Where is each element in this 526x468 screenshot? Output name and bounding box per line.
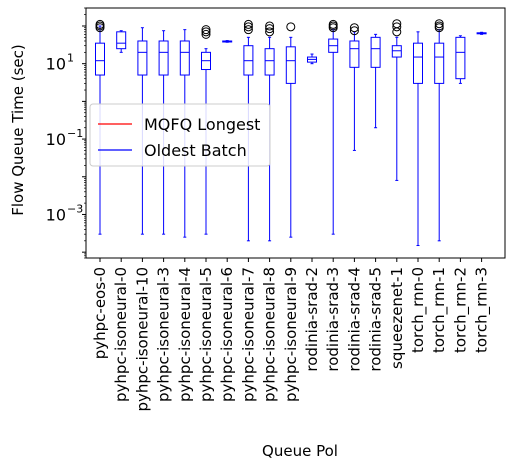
x-tick-label: pyhpc-isoneural-3	[155, 267, 173, 402]
y-tick-exponent: −1	[67, 127, 83, 140]
x-tick-label: pyhpc-isoneural-8	[261, 267, 279, 402]
iqr-box	[285, 46, 296, 84]
x-tick-label: torch_rnn-0	[409, 267, 428, 353]
iqr-box	[158, 40, 169, 76]
y-tick-label: 10	[46, 205, 66, 224]
iqr-box	[413, 42, 423, 84]
legend-frame	[89, 103, 271, 167]
iqr-box	[349, 40, 360, 68]
plot-frame	[85, 7, 506, 259]
y-axis-label: Flow Queue Time (sec)	[9, 44, 27, 216]
box-rodinia-srad-4	[349, 23, 360, 151]
flier-point	[95, 19, 105, 29]
iqr-box	[455, 36, 466, 80]
plot-area	[85, 7, 506, 259]
y-tick-exponent: −3	[67, 202, 83, 215]
x-tick-label: torch_rnn-1	[430, 267, 449, 353]
x-tick-label: squeezenet-1	[388, 267, 406, 369]
x-tick-label: pyhpc-isoneural-9	[282, 267, 300, 402]
x-tick-label: rodinia-srad-5	[367, 267, 385, 372]
box-rodinia-srad-3	[328, 19, 339, 235]
box-pyhpc-isoneural-0	[116, 30, 127, 53]
flier-point	[392, 19, 402, 29]
flier-point	[286, 22, 296, 32]
box-torch_rnn-0	[413, 31, 423, 247]
iqr-box	[264, 48, 275, 76]
flier-point	[434, 19, 444, 29]
x-ticks: pyhpc-eos-0 pyhpc-isoneural-0 pyhpc-isoneu…	[91, 258, 492, 412]
iqr-box	[179, 40, 190, 76]
box-torch_rnn-3	[476, 31, 487, 35]
box-torch_rnn-2	[455, 35, 466, 84]
x-tick-label: pyhpc-eos-0	[91, 267, 109, 359]
legend: MQFQ Longest Oldest Batch	[89, 103, 271, 167]
x-tick-label: torch_rnn-3	[473, 267, 492, 353]
x-tick-label: torch_rnn-2	[451, 267, 470, 353]
x-tick-label: rodinia-srad-3	[324, 267, 342, 372]
y-tick-label: 10	[46, 130, 66, 149]
flier-point	[243, 25, 253, 35]
x-tick-label: rodinia-srad-2	[303, 267, 321, 372]
iqr-box	[370, 36, 381, 68]
x-tick-label: pyhpc-isoneural-7	[239, 267, 257, 402]
flier-point	[243, 19, 253, 29]
flier-point	[201, 25, 211, 35]
flier-point	[349, 23, 359, 33]
y-tick-label: 10	[46, 55, 66, 74]
legend-label-mqfq-longest: MQFQ Longest	[144, 115, 260, 134]
box-torch_rnn-1	[434, 19, 445, 242]
x-tick-label: rodinia-srad-4	[345, 267, 363, 372]
flier-point	[392, 22, 402, 32]
flier-point	[328, 19, 338, 29]
iqr-box	[391, 45, 402, 58]
x-tick-label: pyhpc-isoneural-4	[176, 267, 194, 402]
x-tick-label: pyhpc-isoneural-6	[218, 267, 236, 402]
flier-point	[243, 22, 253, 32]
box-rodinia-srad-2	[307, 53, 317, 65]
flier-point	[201, 29, 211, 39]
flier-point	[265, 24, 275, 34]
iqr-box	[116, 31, 127, 50]
x-axis-label: Queue Pol	[262, 442, 338, 460]
flier-point	[265, 27, 275, 37]
box-squeezenet-1	[391, 19, 402, 181]
legend-label-oldest-batch: Oldest Batch	[144, 141, 247, 160]
flier-point	[434, 21, 444, 31]
box-rodinia-srad-5	[370, 33, 381, 129]
iqr-box	[434, 42, 445, 84]
x-tick-label: pyhpc-isoneural-10	[133, 267, 151, 412]
y-tick-exponent: 1	[67, 52, 74, 65]
iqr-box	[137, 40, 148, 76]
iqr-box	[95, 42, 105, 76]
flier-point	[349, 26, 359, 36]
box-pyhpc-isoneural-9	[285, 22, 296, 238]
x-tick-label: pyhpc-isoneural-5	[197, 267, 215, 402]
flier-point	[201, 27, 211, 37]
box-pyhpc-isoneural-6	[222, 40, 233, 43]
x-tick-label: pyhpc-isoneural-0	[112, 267, 130, 402]
flier-point	[265, 21, 275, 31]
